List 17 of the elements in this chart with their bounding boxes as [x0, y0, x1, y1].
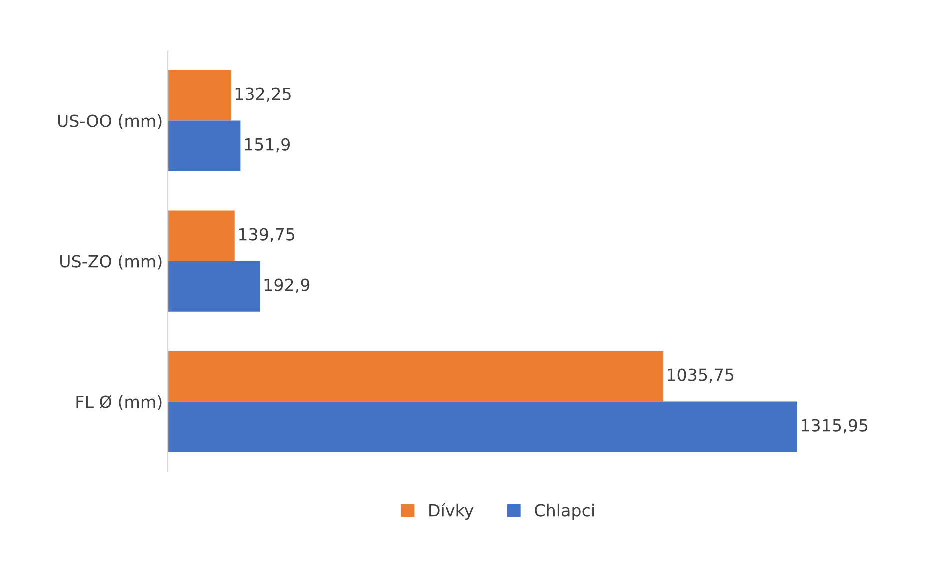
bar [168, 351, 664, 402]
data-label: 139,75 [239, 228, 295, 243]
y-tick-label: US-ZO (mm) [60, 254, 162, 270]
bar [168, 210, 235, 262]
y-tick-label: US-OO (mm) [58, 114, 162, 130]
data-label: 132,25 [236, 88, 291, 102]
data-label: 1315,95 [802, 419, 868, 434]
bar [168, 402, 798, 452]
legend-label: Chlapci [535, 504, 594, 520]
data-label: 192,9 [264, 278, 310, 294]
data-label: 151,9 [245, 138, 290, 153]
bar [168, 70, 232, 121]
bar [168, 261, 260, 312]
data-label: 1035,75 [668, 368, 734, 384]
y-tick-label: FL Ø (mm) [76, 395, 162, 410]
bar [168, 120, 241, 172]
legend-label: Dívky [430, 503, 474, 520]
